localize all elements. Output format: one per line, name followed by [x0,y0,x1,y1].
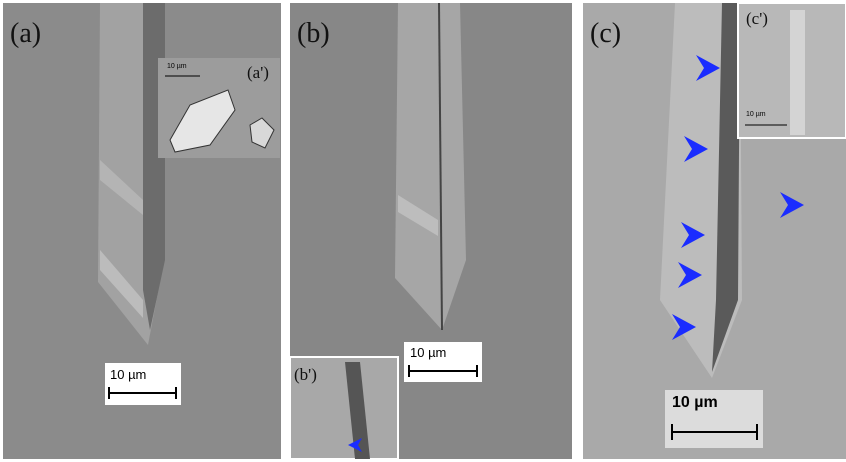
panel-label: (c) [590,18,621,49]
panel-label: (a) [10,18,41,49]
inset-label: (a') [247,63,269,82]
inset-label: (c') [746,9,768,28]
panel-label: (b) [297,18,330,49]
panel-b: (b') (b) 10 µm [290,3,572,459]
panel-a: (a') 10 µm (a) 10 µm [3,3,281,459]
scale-label: 10 µm [110,367,146,382]
inset-scale-label: 10 µm [167,63,187,70]
inset-label: (b') [294,365,317,384]
scale-label: 10 µm [410,345,446,360]
inset-indent [790,10,805,135]
inset-scale-label: 10 µm [746,111,766,118]
panel-c: (c') 10 µm (c) 10 µm [583,3,846,459]
indent [395,3,466,330]
figure: (a') 10 µm (a) 10 µm (b') (b) 10 µm [0,0,846,462]
scale-label: 10 µm [672,394,718,411]
